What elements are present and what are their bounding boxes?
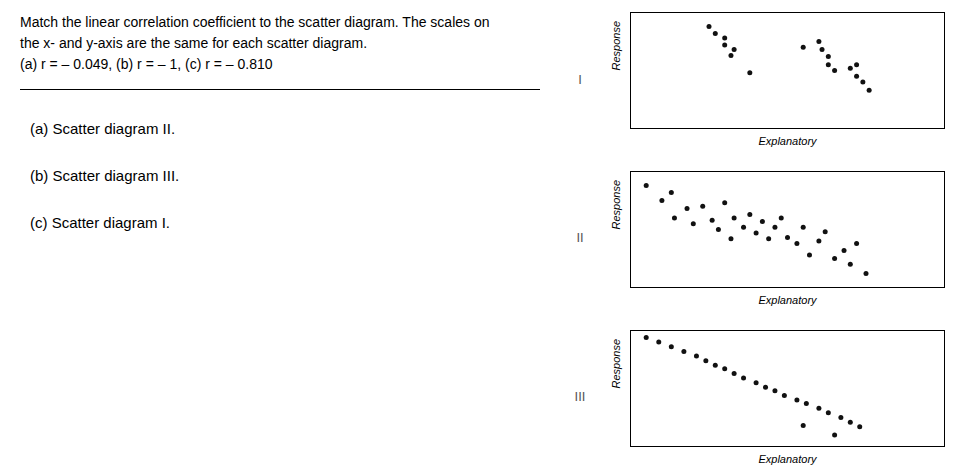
svg-text:Response: Response — [610, 180, 622, 230]
svg-text:Explanatory: Explanatory — [758, 293, 818, 305]
html-text:III: III — [574, 389, 586, 405]
svg-text:Explanatory: Explanatory — [758, 135, 818, 147]
html-text:Match the linear correlation c: Match the linear correlation coefficient… — [20, 14, 490, 72]
html-text:(b) Scatter diagram III.: (b) Scatter diagram III. — [30, 167, 180, 184]
svg-text:Explanatory: Explanatory — [758, 452, 818, 464]
html-text:(c) Scatter diagram I.: (c) Scatter diagram I. — [30, 214, 170, 231]
html-text:(a) Scatter diagram II.: (a) Scatter diagram II. — [30, 120, 176, 137]
html-text:II: II — [576, 230, 584, 246]
svg-text:Response: Response — [610, 339, 622, 389]
svg-text:Response: Response — [610, 21, 622, 71]
html-text:I: I — [578, 71, 582, 87]
